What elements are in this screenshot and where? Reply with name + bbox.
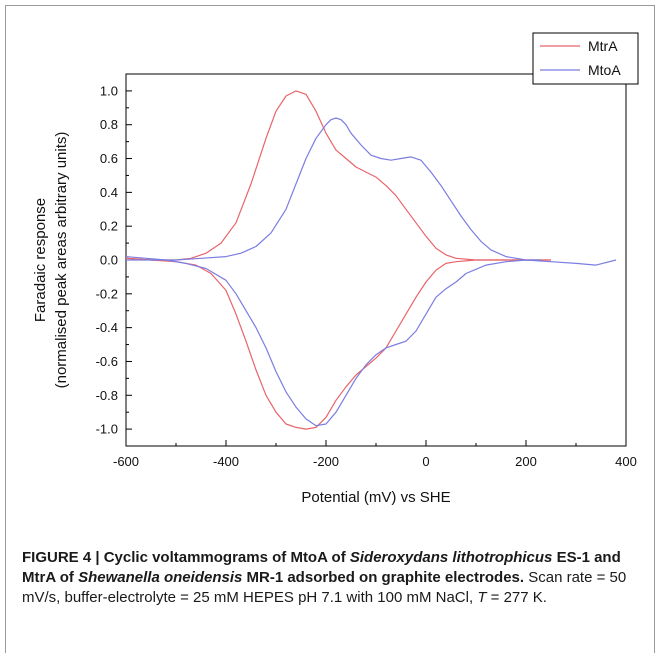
y-tick-label: -0.6 [96,354,118,369]
legend-label-mtoa: MtoA [588,62,621,78]
voltammogram-chart: -600 -400 -200 0 200 400 1.0 0.8 0.6 0.4 0.2 0.0 -0… [32,32,639,506]
caption-title-part1: Cyclic voltammograms of MtoA of [103,549,350,566]
caption-label: FIGURE 4 | [22,549,104,566]
caption-temp-value: = 277 K. [486,589,547,606]
caption-title-part2: ES-1 and MtrA of [22,549,621,586]
x-tick-label: 400 [615,454,637,469]
legend-box [532,32,639,85]
x-tick-label: -400 [213,454,239,469]
caption-body: Scan rate = 50 mV/s, buffer-electrolyte … [22,569,627,606]
series-line-mtra-oxidative [125,90,551,261]
y-tick-label: 0.6 [100,151,118,166]
caption-temp-symbol: T [477,589,487,606]
y-axis-label-line2: (normalised peak areas arbitrary units) [53,132,70,389]
y-axis-ticks: 1.0 0.8 0.6 0.4 0.2 0.0 -0.2 -0.4 -0.6 -0.8 -1.0 [96,83,132,437]
x-axis-ticks: -600 -400 -200 0 200 400 [113,440,637,469]
x-tick-label: -600 [113,454,139,469]
y-tick-label: -0.4 [96,320,118,335]
x-tick-label: 200 [515,454,537,469]
y-tick-label: 0.4 [100,185,118,200]
x-axis-label: Potential (mV) vs SHE [301,489,450,506]
legend: MtrA MtoA [532,32,639,85]
caption-species-2: Shewanella oneidensis [78,569,243,586]
y-tick-label: 0.8 [100,117,118,132]
y-tick-label: -0.8 [96,388,118,403]
legend-label-mtra: MtrA [588,38,618,54]
series-line-mtoa-reductive [125,256,541,427]
series-line-mtra-reductive [125,257,551,430]
x-tick-label: -200 [313,454,339,469]
y-tick-label: -0.2 [96,286,118,301]
caption-species-1: Sideroxydans lithotrophicus [349,549,553,566]
y-tick-label: 0.2 [100,219,118,234]
figure-caption: FIGURE 4 | Cyclic voltammograms of MtoA … [22,548,642,608]
x-tick-label: 0 [422,454,429,469]
y-tick-label: -1.0 [96,422,118,437]
y-axis-label-line1: Faradaic response [32,198,49,322]
y-tick-label: 0.0 [100,253,118,268]
series-layer [125,90,617,430]
series-line-mtoa-oxidative [126,117,617,266]
caption-title-part3: MR-1 adsorbed on graphite electrodes. [242,569,525,586]
figure-frame [5,5,655,653]
y-tick-label: 1.0 [100,83,118,98]
